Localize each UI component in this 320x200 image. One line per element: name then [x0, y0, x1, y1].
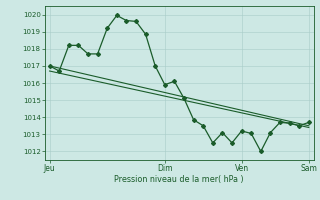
X-axis label: Pression niveau de la mer( hPa ): Pression niveau de la mer( hPa ) — [114, 175, 244, 184]
